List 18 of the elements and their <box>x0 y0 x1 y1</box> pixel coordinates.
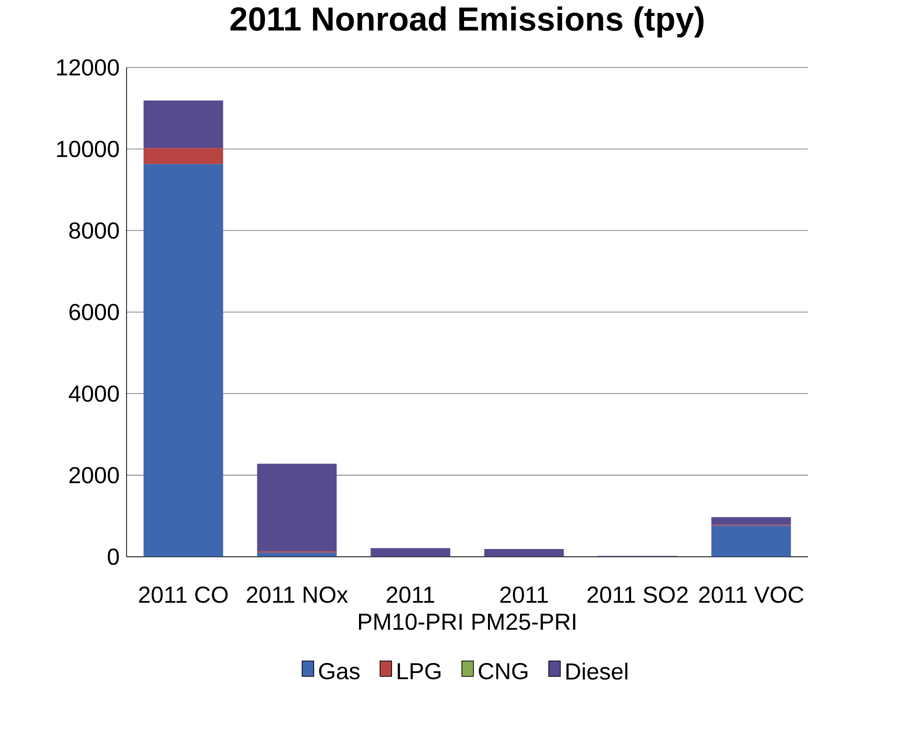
y-tick-label: 6000 <box>69 304 119 320</box>
y-tick-label: 4000 <box>68 386 119 402</box>
legend-label: Gas <box>319 663 360 680</box>
chart-title: 2011 Nonroad Emissions (tpy) <box>230 6 704 38</box>
x-tick-label: 2011 VOC <box>699 586 804 604</box>
legend-label: Diesel <box>566 662 628 680</box>
y-tick-label: 2000 <box>69 467 119 484</box>
x-tick-label: 2011 CO <box>139 586 228 604</box>
x-tick-label: 2011 PM10-PRI <box>359 586 462 630</box>
x-tick-label: 2011 PM25-PRI <box>472 586 576 630</box>
y-tick-label: 0 <box>108 548 119 566</box>
x-tick-label: 2011 SO2 <box>587 586 688 604</box>
y-tick-label: 10000 <box>57 140 119 158</box>
x-tick-label: 2011 NOx <box>246 586 348 604</box>
legend-label: LPG <box>398 663 440 680</box>
legend-label: CNG <box>478 663 528 680</box>
y-tick-label: 8000 <box>69 222 119 239</box>
y-tick-label: 12000 <box>57 59 119 76</box>
